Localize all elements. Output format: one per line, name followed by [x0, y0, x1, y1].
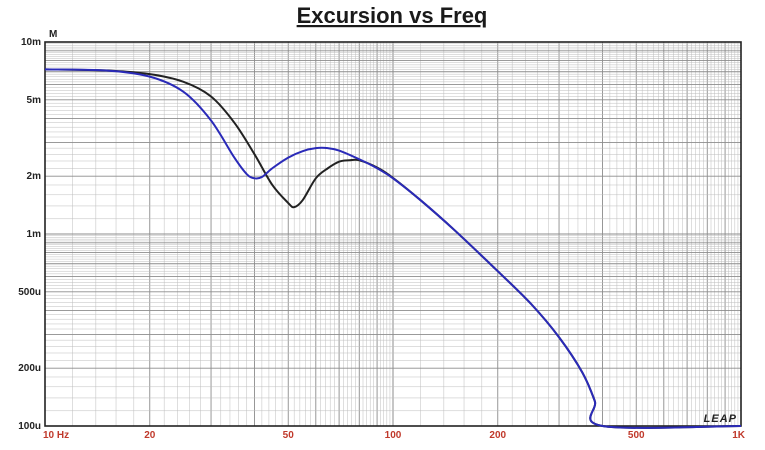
x-tick-label: 1K: [732, 430, 746, 441]
y-tick-label: 200u: [18, 363, 41, 374]
y-tick-label: 10m: [21, 37, 41, 48]
y-tick-label: 500u: [18, 287, 41, 298]
x-tick-label: 10 Hz: [43, 430, 69, 441]
leap-logo: LEAP: [704, 413, 737, 425]
plot-frame: [44, 41, 742, 427]
x-tick-label: 100: [385, 430, 402, 441]
x-tick-label: 500: [628, 430, 645, 441]
grid: [45, 42, 742, 426]
y-tick-label: 2m: [27, 171, 42, 182]
x-tick-labels: 10 Hz 20 50 100 200 500 1K: [43, 430, 746, 441]
y-unit-label: M: [49, 29, 57, 40]
x-tick-label: 20: [144, 430, 156, 441]
x-tick-label: 50: [283, 430, 295, 441]
x-tick-label: 200: [489, 430, 506, 441]
series-line-2: [44, 68, 742, 429]
y-tick-label: 100u: [18, 421, 41, 432]
chart-title: Excursion vs Freq: [297, 3, 488, 28]
series-group: [44, 68, 742, 429]
y-tick-label: 1m: [27, 229, 42, 240]
y-tick-label: 5m: [27, 95, 42, 106]
y-tick-labels: 10m 5m 2m 1m 500u 200u 100u: [18, 37, 41, 432]
